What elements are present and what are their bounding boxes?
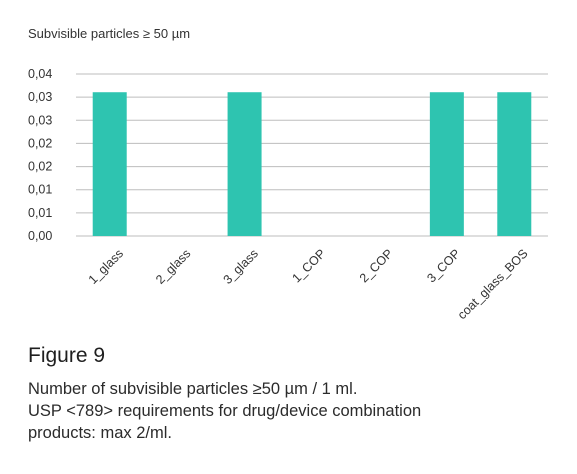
gridlines bbox=[76, 73, 548, 237]
y-tick-label: 0,04 bbox=[28, 67, 52, 81]
bar-3_glass bbox=[227, 92, 262, 236]
caption-line-2: USP <789> requirements for drug/device c… bbox=[28, 402, 422, 420]
chart-title: Subvisible particles ≥ 50 µm bbox=[28, 26, 191, 41]
bars bbox=[92, 92, 532, 236]
y-tick-label: 0,02 bbox=[28, 160, 52, 174]
y-tick-label: 0,00 bbox=[28, 229, 52, 243]
caption-line-1: Number of subvisible particles ≥50 µm / … bbox=[28, 380, 358, 398]
y-tick-labels: 0,00 0,01 0,01 0,02 0,02 0,03 0,03 0,04 bbox=[28, 67, 52, 243]
bar-3_COP bbox=[429, 92, 464, 236]
figure-label: Figure 9 bbox=[28, 344, 106, 367]
bar-1_glass bbox=[92, 92, 127, 236]
y-tick-label: 0,01 bbox=[28, 206, 52, 220]
y-tick-label: 0,03 bbox=[28, 90, 52, 104]
y-tick-label: 0,03 bbox=[28, 113, 52, 127]
x-tick-label: 2_glass bbox=[153, 246, 193, 286]
bar-coat_glass_BOS bbox=[497, 92, 532, 236]
x-tick-label: 3_COP bbox=[424, 246, 463, 285]
x-tick-label: coat_glass_BOS bbox=[455, 246, 531, 322]
figure-caption: Number of subvisible particles ≥50 µm / … bbox=[28, 378, 568, 444]
x-tick-label: 1_COP bbox=[289, 246, 328, 285]
x-tick-labels: 1_glass 2_glass 3_glass 1_COP 2_COP 3_COPcoat… bbox=[86, 246, 531, 322]
x-tick-label: 3_glass bbox=[221, 246, 261, 286]
x-tick-label: 1_glass bbox=[86, 246, 126, 286]
y-tick-label: 0,02 bbox=[28, 136, 52, 150]
x-tick-label: 2_COP bbox=[357, 246, 396, 285]
y-tick-label: 0,01 bbox=[28, 183, 52, 197]
caption-line-3: products: max 2/ml. bbox=[28, 424, 172, 442]
